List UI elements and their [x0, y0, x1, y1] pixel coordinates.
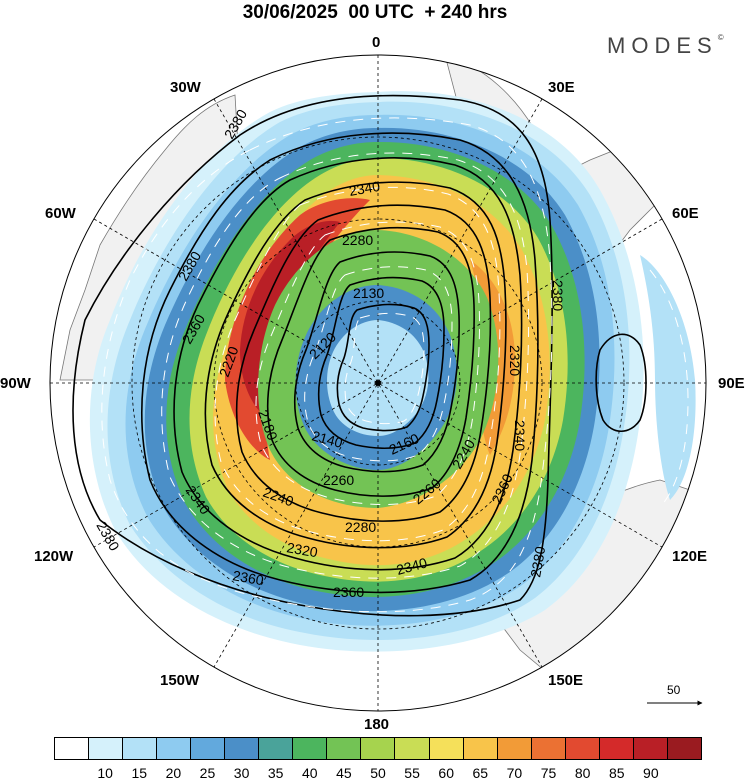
brand-text: MODES — [607, 33, 718, 58]
colorbar-tick-label: 10 — [97, 765, 113, 781]
contour-label: 2130 — [353, 285, 384, 301]
lon-label-180: 180 — [364, 716, 390, 733]
colorbar-cell — [531, 738, 566, 759]
colorbar — [54, 737, 702, 760]
colorbar-tick-label: 20 — [165, 765, 182, 781]
colorbar-cell — [259, 738, 294, 759]
lon-label-150w: 150W — [160, 672, 200, 689]
contour-label: 2340 — [395, 554, 429, 578]
colorbar-tick-label: 30 — [233, 765, 250, 781]
colorbar-cell — [395, 738, 430, 759]
lon-label-120e: 120E — [672, 548, 708, 565]
contour-label: 2320 — [285, 539, 319, 560]
colorbar-tick-label: 85 — [608, 765, 625, 781]
contour-label: 2140 — [310, 427, 344, 451]
colorbar-tick-label: 80 — [574, 765, 591, 781]
lon-label-60e: 60E — [672, 205, 699, 222]
reference-vector-label: 50 — [667, 683, 681, 697]
colorbar-cell — [429, 738, 464, 759]
wind-band-inner-20 — [327, 320, 429, 436]
colorbar-tick-label: 50 — [370, 765, 386, 781]
colorbar-tick-label: 35 — [267, 765, 284, 781]
colorbar-cell — [225, 738, 260, 759]
contour-label: 2360 — [333, 584, 364, 600]
wind-vectors — [101, 117, 689, 613]
colorbar-tick-label: 40 — [301, 765, 318, 781]
wind-band-east-20 — [640, 255, 696, 500]
colorbar-cell — [361, 738, 396, 759]
colorbar-cell — [327, 738, 362, 759]
lon-label-90e: 90E — [718, 375, 745, 392]
contour-label: 2380 — [527, 545, 548, 579]
colorbar-cell — [157, 738, 192, 759]
colorbar-tick-label: 75 — [540, 765, 557, 781]
contour-label: 2360 — [231, 567, 265, 588]
contour-label: 2280 — [345, 519, 376, 535]
polar-map: 2380 2380 2340 2280 2130 2120 2220 2380 … — [49, 54, 707, 712]
lon-label-120w: 120W — [34, 548, 74, 565]
lon-label-30e: 30E — [548, 79, 575, 96]
lon-label-90w: 90W — [0, 375, 31, 392]
contour-label: 2340 — [512, 420, 528, 451]
contour-label: 2260 — [323, 472, 354, 488]
colorbar-cell — [293, 738, 328, 759]
lon-label-30w: 30W — [170, 79, 201, 96]
colorbar-cell — [123, 738, 158, 759]
map-boundary — [49, 54, 707, 712]
colorbar-cell — [565, 738, 600, 759]
colorbar-tick-label: 25 — [199, 765, 216, 781]
colorbar-tick-label: 65 — [472, 765, 489, 781]
lon-label-0: 0 — [372, 34, 381, 51]
colorbar-tick-label: 60 — [438, 765, 454, 781]
south-america-landmass — [59, 94, 241, 381]
colorbar-tick-label: 70 — [506, 765, 523, 781]
south-pole-dot — [375, 380, 381, 386]
colorbar-cell — [599, 738, 634, 759]
colorbar-cell — [497, 738, 532, 759]
lon-label-150e: 150E — [548, 672, 584, 689]
height-contours — [72, 94, 647, 617]
colorbar-cell — [55, 738, 90, 759]
colorbar-cell — [463, 738, 498, 759]
graticule — [50, 55, 706, 711]
contour-label: 2340 — [348, 178, 382, 199]
colorbar-cell — [667, 738, 701, 759]
lon-label-60w: 60W — [45, 205, 76, 222]
contour-label: 2280 — [342, 232, 373, 248]
colorbar-tick-label: 15 — [131, 765, 148, 781]
colorbar-cell — [89, 738, 124, 759]
colorbar-cell — [191, 738, 226, 759]
contour-label: 2380 — [550, 280, 566, 311]
colorbar-tick-label: 45 — [336, 765, 352, 781]
colorbar-cell — [633, 738, 668, 759]
contour-label: 2320 — [507, 345, 523, 376]
map-title: 30/06/2025 00 UTC + 240 hrs — [242, 2, 508, 23]
brand-logo: MODES© — [607, 33, 724, 58]
colorbar-tick-label: 55 — [404, 765, 420, 781]
colorbar-tick-label: 90 — [643, 765, 659, 781]
